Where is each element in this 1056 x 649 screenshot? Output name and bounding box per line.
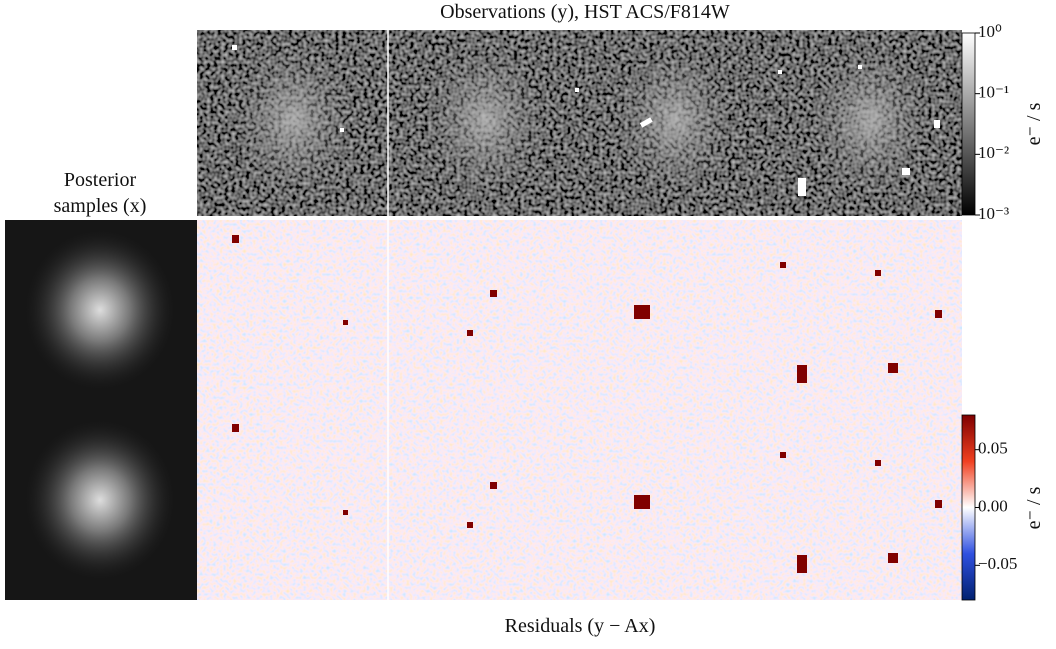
figure: Observations (y), HST ACS/F814W Posterio… (0, 0, 1056, 644)
posterior-image (5, 220, 197, 600)
posterior-title: samples (x) (54, 195, 147, 217)
posterior-title: Posterior (64, 169, 137, 191)
page: {"observations": {"title": "Observations… (0, 0, 1056, 649)
colorbar-tick-label: 10⁻³ (978, 204, 1009, 223)
residuals-title: Residuals (y − Ax) (505, 615, 656, 637)
observations-title: Observations (y), HST ACS/F814W (440, 1, 730, 23)
residual-image (197, 220, 962, 600)
colorbar-label: e⁻ / s (1023, 102, 1045, 145)
residual-colorbar (962, 415, 975, 600)
colorbar-tick-label: 0.05 (978, 439, 1008, 458)
colorbar-label: e⁻ / s (1023, 486, 1045, 529)
colorbar-tick-label: 10⁻¹ (978, 83, 1009, 102)
observation-colorbar (962, 33, 975, 215)
colorbar-tick-label: −0.05 (978, 554, 1017, 573)
observation-image (197, 30, 962, 216)
colorbar-tick-label: 10⁻² (978, 143, 1009, 162)
colorbar-tick-label: 10⁰ (978, 22, 1002, 41)
colorbar-tick-label: 0.00 (978, 496, 1008, 515)
